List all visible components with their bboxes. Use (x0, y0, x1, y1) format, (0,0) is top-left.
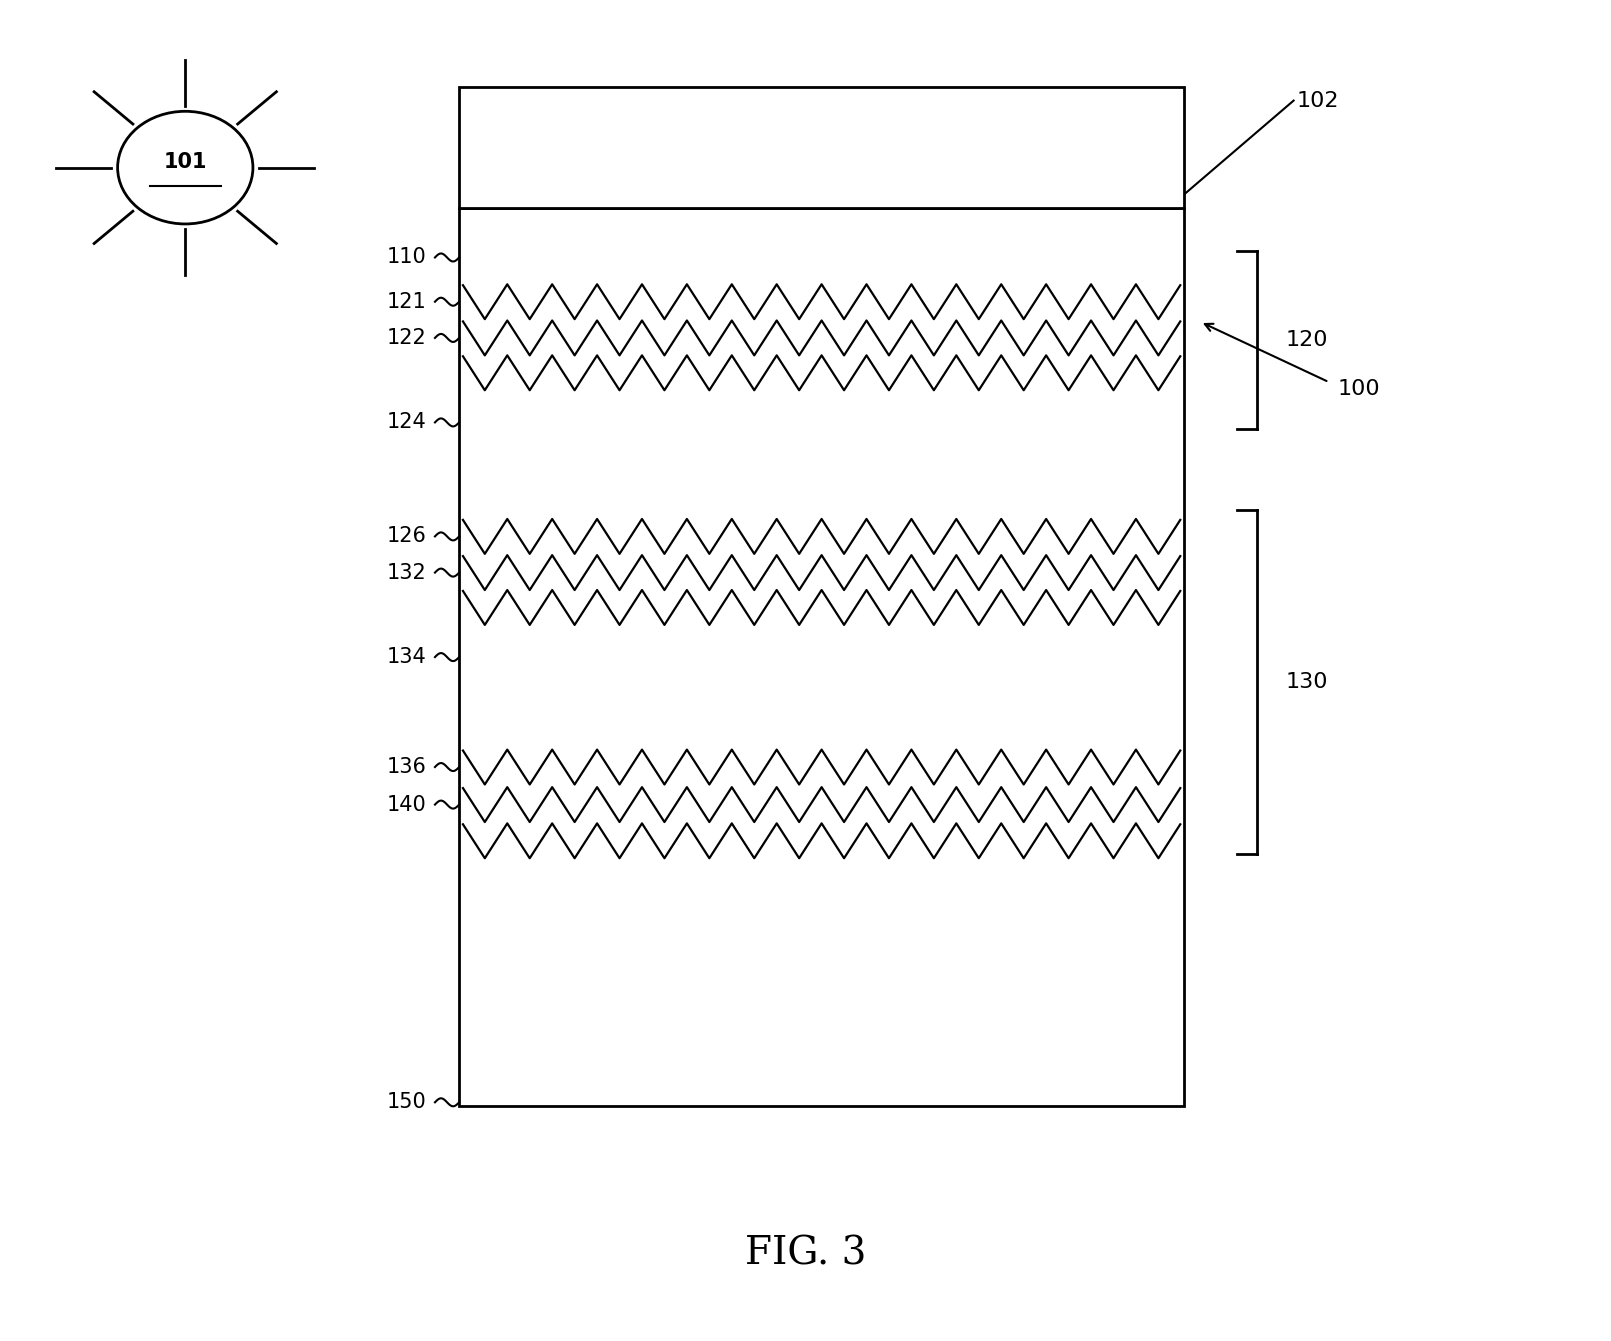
Text: 132: 132 (387, 563, 427, 582)
Text: 126: 126 (387, 527, 427, 546)
Text: 121: 121 (387, 292, 427, 311)
Text: 120: 120 (1286, 330, 1327, 350)
Text: 136: 136 (387, 758, 427, 776)
Text: 150: 150 (387, 1093, 427, 1112)
Text: FIG. 3: FIG. 3 (744, 1235, 867, 1273)
Text: 134: 134 (387, 648, 427, 666)
Bar (459, 87, 1184, 208)
Circle shape (118, 111, 253, 224)
Text: 101: 101 (163, 153, 208, 172)
Text: 130: 130 (1286, 672, 1327, 692)
Text: 100: 100 (1337, 380, 1379, 398)
Text: 140: 140 (387, 795, 427, 814)
Text: 122: 122 (387, 329, 427, 347)
Text: 110: 110 (387, 248, 427, 267)
Bar (459, 208, 1184, 1106)
Text: 124: 124 (387, 413, 427, 432)
Text: 102: 102 (1297, 91, 1339, 110)
